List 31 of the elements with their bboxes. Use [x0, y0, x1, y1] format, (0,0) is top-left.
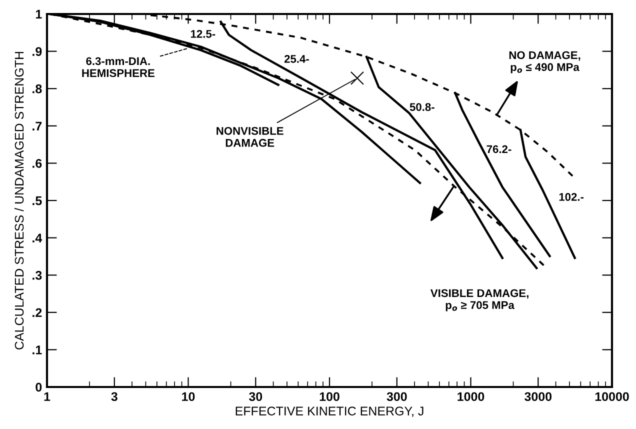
- x-tick-label: 30: [248, 392, 262, 402]
- y-tick-label: .8: [32, 84, 42, 94]
- y-tick-label: .5: [32, 196, 42, 206]
- y-tick-label: 1: [36, 10, 42, 19]
- y-tick-label: 0: [36, 382, 42, 392]
- annotation: 12.5-: [190, 30, 216, 38]
- annotation: 50.8-: [410, 103, 434, 111]
- y-tick-label: .9: [32, 47, 42, 56]
- annotation: NONVISIBLE DAMAGE: [216, 126, 284, 147]
- y-tick-label: .1: [32, 346, 42, 354]
- annotation: 76.2-: [486, 145, 512, 154]
- x-tick-label: 300: [386, 392, 407, 402]
- x-tick-label: 10000: [595, 392, 629, 402]
- annotation: 102.-: [559, 193, 584, 201]
- annotation: VISIBLE DAMAGE, p$_{o}$ ≥ 705 MPa: [430, 289, 528, 312]
- y-tick-label: .2: [32, 308, 42, 317]
- y-axis-title: CALCULATED STRESS / UNDAMAGED STRENGTH: [14, 52, 24, 350]
- annotation: NO DAMAGE, p$_{o}$ ≤ 490 MPa: [509, 51, 580, 74]
- x-tick-label: 1000: [458, 392, 484, 402]
- x-tick-label: 10: [182, 392, 195, 402]
- x-tick-label: 1: [44, 392, 50, 401]
- y-tick-label: .6: [32, 159, 42, 168]
- y-tick-label: .3: [32, 270, 42, 280]
- x-tick-label: 3000: [524, 392, 552, 402]
- annotation: 25.4-: [284, 54, 309, 63]
- x-tick-label: 100: [320, 392, 340, 402]
- y-tick-label: .7: [32, 122, 42, 130]
- y-tick-label: .4: [32, 234, 42, 242]
- annotation: 6.3-mm-DIA. HEMISPHERE: [82, 57, 154, 78]
- x-axis-title: EFFECTIVE KINETIC ENERGY, J: [236, 406, 424, 417]
- x-tick-label: 3: [111, 392, 118, 402]
